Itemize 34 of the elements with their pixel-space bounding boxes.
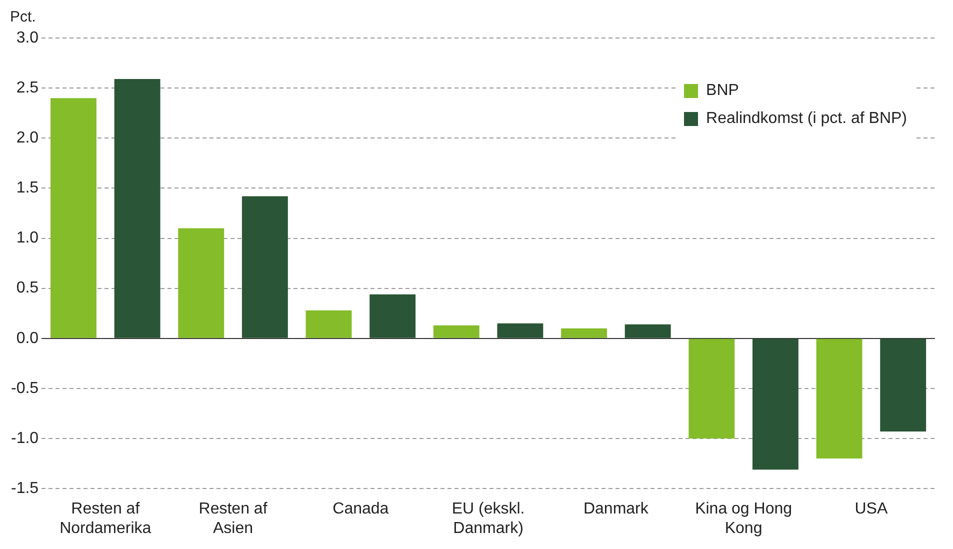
y-tick-label: -1.5 bbox=[10, 480, 39, 498]
x-tick-label: Resten af Asien bbox=[198, 500, 268, 537]
bar bbox=[178, 228, 224, 338]
bar bbox=[50, 98, 96, 338]
bar bbox=[816, 338, 862, 459]
bar bbox=[497, 323, 544, 338]
bar bbox=[114, 79, 160, 338]
y-tick-label: 0.0 bbox=[16, 330, 39, 347]
y-tick-label: -1.0 bbox=[10, 430, 39, 447]
bar bbox=[370, 294, 416, 338]
y-tick-label: 1.5 bbox=[16, 180, 39, 197]
x-tick-label: Kina og Hong Kong bbox=[695, 500, 792, 537]
x-tick-label: Canada bbox=[332, 500, 389, 518]
bar bbox=[752, 338, 798, 470]
bar bbox=[433, 325, 480, 338]
bar bbox=[306, 310, 352, 338]
bar bbox=[688, 338, 735, 439]
y-tick-label: 2.0 bbox=[16, 130, 39, 147]
x-tick-label: USA bbox=[854, 500, 888, 518]
y-tick-label: 2.5 bbox=[16, 79, 39, 96]
legend-label: BNP bbox=[706, 82, 739, 100]
bar bbox=[242, 196, 288, 338]
x-tick-label: Resten af Nordamerika bbox=[60, 500, 152, 537]
y-tick-label: 1.0 bbox=[16, 230, 39, 247]
y-axis-title: Pct. bbox=[10, 8, 36, 26]
x-tick-label: Danmark bbox=[583, 500, 650, 518]
bar bbox=[561, 328, 607, 338]
x-tick-label: EU (ekskl. Danmark) bbox=[452, 500, 525, 537]
y-tick-label: -0.5 bbox=[10, 380, 39, 397]
y-tick-label: 0.5 bbox=[16, 280, 39, 297]
bar bbox=[880, 338, 926, 432]
bar bbox=[624, 324, 671, 338]
y-tick-label: 3.0 bbox=[16, 29, 39, 46]
legend-label: Realindkomst (i pct. af BNP) bbox=[706, 110, 907, 128]
